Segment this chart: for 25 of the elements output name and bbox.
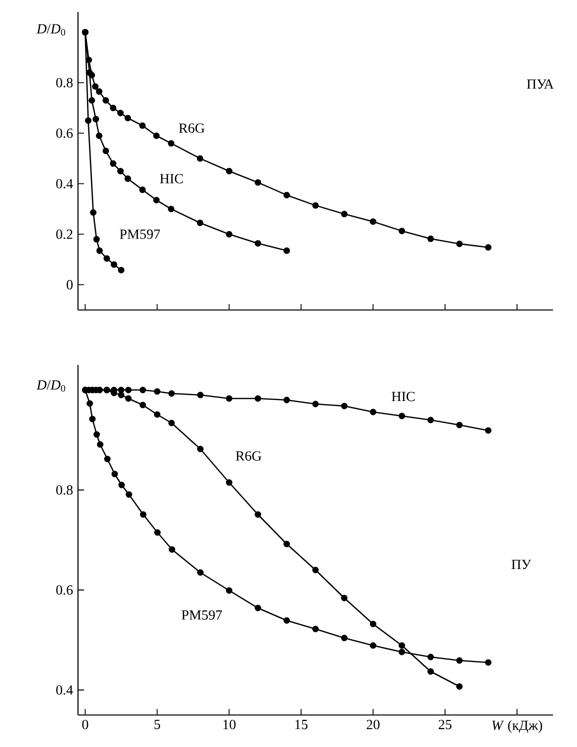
series-label: R6G: [178, 123, 204, 133]
series-label: PM597: [182, 610, 222, 620]
series-label: PM597: [120, 230, 160, 239]
y-tick-label: 0.6: [56, 585, 73, 595]
x-axis-title: W (кДж): [492, 720, 542, 733]
y-tick-label: 0: [66, 280, 73, 290]
x-tick-label: 0: [82, 720, 88, 730]
annotation: ПУ: [512, 560, 532, 570]
series-label: HIC: [160, 174, 183, 184]
y-axis-title: D/D$_{0}$: [36, 380, 66, 392]
y-tick-label: 0.4: [56, 178, 73, 188]
series-label: HIC: [392, 392, 415, 402]
y-axis-title: D/D$_{0}$: [36, 24, 66, 36]
x-tick-label: 10: [223, 720, 236, 730]
series-label: R6G: [236, 451, 262, 461]
x-tick-label: 20: [366, 720, 380, 730]
y-tick-label: 0.8: [56, 78, 73, 88]
x-tick-label: 5: [154, 720, 160, 730]
annotation: ПУА: [526, 79, 554, 89]
x-tick-label: 25: [438, 720, 452, 730]
y-tick-label: 0.4: [56, 685, 73, 695]
y-tick-label: 0.2: [56, 229, 72, 239]
y-tick-label: 0.6: [56, 128, 73, 138]
x-tick-label: 15: [295, 720, 308, 730]
y-tick-label: 0.8: [56, 485, 73, 495]
